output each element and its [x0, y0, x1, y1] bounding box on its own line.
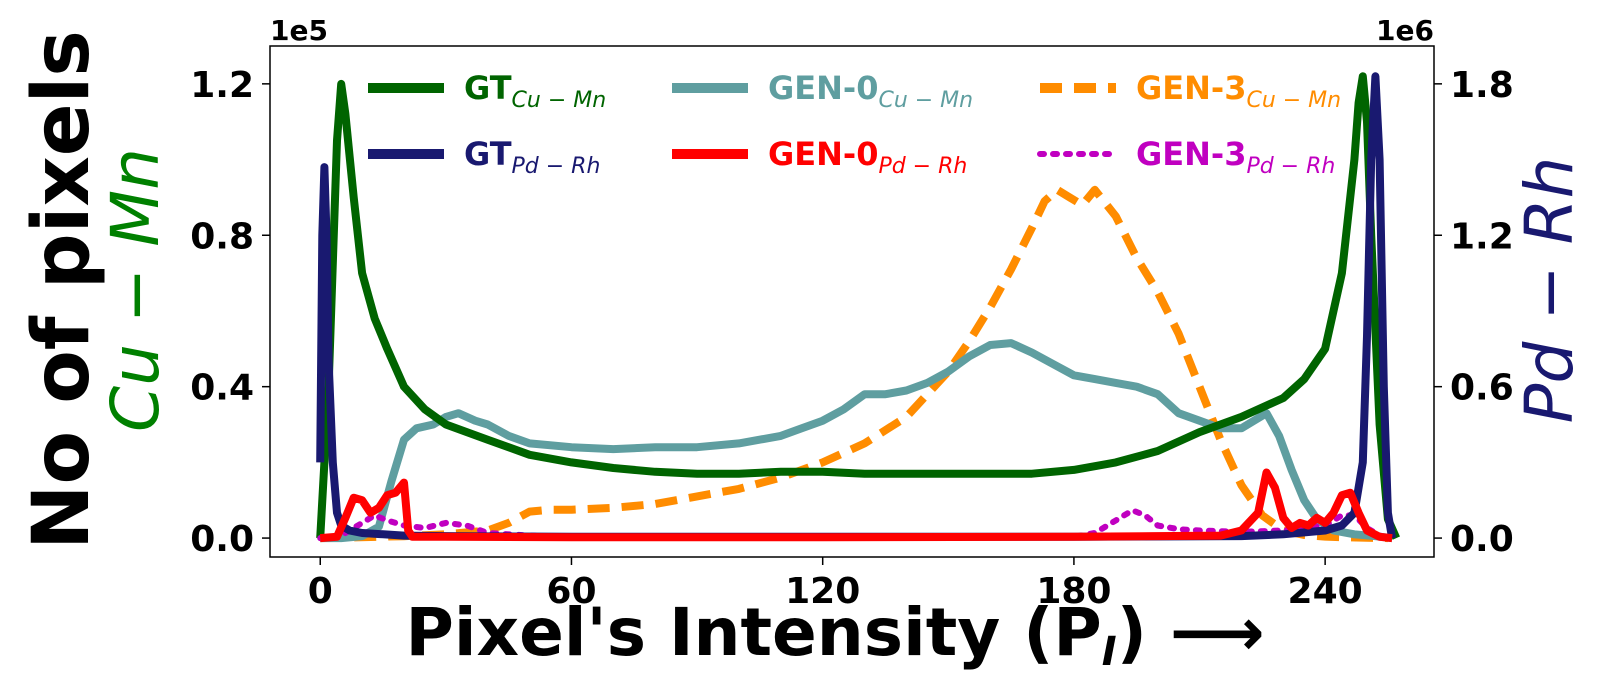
legend-label-subscript: Cu − Mn	[1246, 88, 1341, 113]
left-tick-label: 0.8	[190, 216, 254, 257]
right-tick-label: 1.8	[1450, 65, 1514, 106]
x-axis-title-subscript: I	[1102, 629, 1117, 675]
x-tick-label: 120	[785, 571, 860, 612]
x-axis-title-tail: ) ⟶	[1117, 594, 1265, 671]
legend-label: GEN-0Cu − Mn	[768, 69, 973, 113]
x-tick-label: 240	[1288, 571, 1363, 612]
y-axis-title-right: Pd − Rh	[1511, 157, 1588, 424]
right-multiplier: 1e6	[1376, 14, 1434, 47]
axes-frame	[269, 45, 1435, 558]
legend-label-name: GT	[464, 135, 512, 173]
series-line-gt-cu-mn	[316, 72, 1400, 540]
legend-label-subscript: Pd − Rh	[1246, 154, 1335, 179]
right-y-axis: 0.0 0.6 1.2 1.8	[1434, 65, 1514, 560]
series-line-gen-0-cu-mn	[320, 339, 1393, 543]
legend-label-name: GT	[464, 69, 512, 107]
legend-label: GTPd − Rh	[464, 135, 600, 179]
x-tick-label: 0	[308, 571, 333, 612]
y-axis-title-main: No of pixels	[17, 30, 107, 550]
left-tick-label: 1.2	[190, 65, 254, 106]
legend-label: GEN-3Cu − Mn	[1136, 69, 1341, 113]
legend-label-name: GEN-0	[768, 135, 878, 173]
legend-label-subscript: Cu − Mn	[512, 88, 607, 113]
legend-label: GEN-0Pd − Rh	[768, 135, 967, 179]
y-axis-title-left: Cu − Mn	[97, 148, 174, 432]
left-multiplier: 1e5	[270, 14, 328, 47]
left-tick-label: 0.0	[190, 519, 254, 560]
series-line-gen-0-pd-rh	[319, 468, 1393, 543]
x-tick-label: 60	[546, 571, 596, 612]
legend-label-subscript: Cu − Mn	[878, 88, 973, 113]
x-axis-title-main: Pixel's Intensity (P	[406, 594, 1102, 671]
right-tick-label: 1.2	[1450, 216, 1514, 257]
legend-label: GTCu − Mn	[464, 69, 606, 113]
x-tick-label: 180	[1036, 571, 1111, 612]
x-axis-title: Pixel's Intensity (PI) ⟶	[406, 594, 1265, 675]
legend-label-subscript: Pd − Rh	[512, 154, 601, 179]
right-tick-label: 0.6	[1450, 368, 1514, 409]
left-y-axis: 0.0 0.4 0.8 1.2	[190, 65, 270, 560]
series-line-gen-3-cu-mn	[320, 185, 1388, 543]
legend-label-name: GEN-3	[1136, 135, 1246, 173]
series-layer	[316, 72, 1400, 543]
legend-label: GEN-3Pd − Rh	[1136, 135, 1335, 179]
legend-label-subscript: Pd − Rh	[878, 154, 967, 179]
x-axis: 0 60 120 180 240	[308, 557, 1363, 612]
right-tick-label: 0.0	[1450, 519, 1514, 560]
legend-label-name: GEN-3	[1136, 69, 1246, 107]
legend-label-name: GEN-0	[768, 69, 878, 107]
left-tick-label: 0.4	[190, 368, 254, 409]
